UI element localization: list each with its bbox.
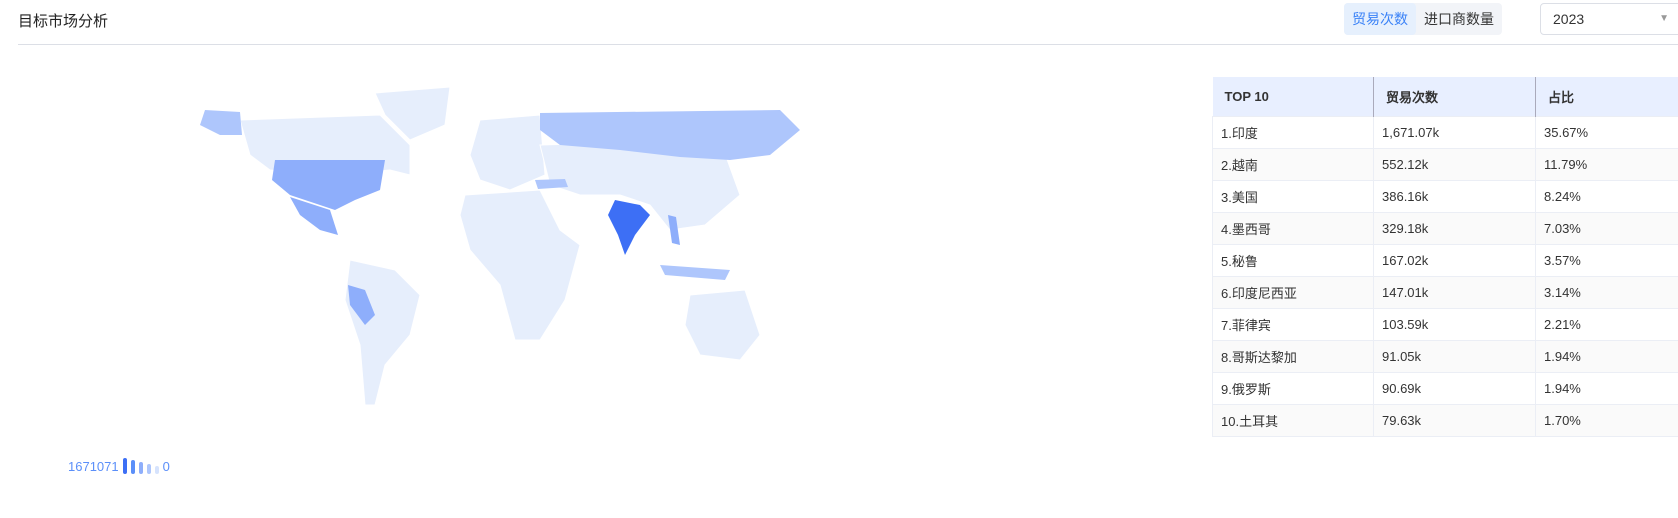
metric-toggle: 贸易次数 进口商数量 bbox=[1344, 3, 1502, 35]
region-africa bbox=[459, 189, 581, 341]
table-cell: 91.05k bbox=[1373, 339, 1536, 373]
column-header: 占比 bbox=[1535, 77, 1678, 116]
legend-bar[interactable] bbox=[130, 460, 135, 474]
table-cell: 167.02k bbox=[1373, 243, 1536, 277]
legend-bar[interactable] bbox=[122, 458, 127, 474]
table-cell: 6.印度尼西亚 bbox=[1212, 275, 1374, 309]
region-europe bbox=[469, 114, 546, 191]
region-russia bbox=[540, 110, 800, 160]
table-cell: 4.墨西哥 bbox=[1212, 211, 1374, 245]
chevron-down-icon: ▼ bbox=[1659, 13, 1669, 24]
table-cell: 9.俄罗斯 bbox=[1212, 371, 1374, 405]
tab-trade-count[interactable]: 贸易次数 bbox=[1344, 3, 1416, 35]
world-map[interactable] bbox=[180, 85, 860, 435]
table-cell: 79.63k bbox=[1373, 403, 1536, 437]
table-cell: 2.越南 bbox=[1212, 147, 1374, 181]
table-row: 7.菲律宾 103.59k 2.21% bbox=[1212, 307, 1678, 341]
table-cell: 10.土耳其 bbox=[1212, 403, 1374, 437]
table-cell: 552.12k bbox=[1373, 147, 1536, 181]
table-cell: 1.70% bbox=[1535, 403, 1678, 437]
table-row: 9.俄罗斯 90.69k 1.94% bbox=[1212, 371, 1678, 405]
table-row: 1.印度 1,671.07k 35.67% bbox=[1212, 115, 1678, 149]
table-row: 10.土耳其 79.63k 1.70% bbox=[1212, 403, 1678, 437]
region-peru bbox=[348, 285, 375, 325]
region-south-america bbox=[344, 259, 421, 406]
region-usa bbox=[272, 160, 385, 210]
region-vietnam bbox=[668, 215, 680, 245]
table-cell: 90.69k bbox=[1373, 371, 1536, 405]
column-header: TOP 10 bbox=[1212, 77, 1374, 116]
region-mexico bbox=[290, 197, 338, 235]
column-header: 贸易次数 bbox=[1373, 77, 1536, 116]
table-row: 3.美国 386.16k 8.24% bbox=[1212, 179, 1678, 213]
header: 目标市场分析 bbox=[18, 0, 1678, 45]
table-cell: 1.印度 bbox=[1212, 115, 1374, 149]
table-row: 8.哥斯达黎加 91.05k 1.94% bbox=[1212, 339, 1678, 373]
table-cell: 329.18k bbox=[1373, 211, 1536, 245]
table-cell: 11.79% bbox=[1535, 147, 1678, 181]
table-cell: 35.67% bbox=[1535, 115, 1678, 149]
table-row: 6.印度尼西亚 147.01k 3.14% bbox=[1212, 275, 1678, 309]
table-cell: 1.94% bbox=[1535, 339, 1678, 373]
region-indonesia bbox=[660, 265, 730, 280]
page-title: 目标市场分析 bbox=[18, 13, 109, 30]
region-turkey bbox=[535, 179, 568, 189]
top10-table: TOP 10 贸易次数 占比 1.印度 1,671.07k 35.67% 2.越南 55… bbox=[1212, 77, 1678, 437]
legend-bar[interactable] bbox=[146, 464, 151, 474]
legend-bar[interactable] bbox=[138, 462, 143, 474]
region-india bbox=[608, 200, 650, 255]
table-cell: 7.03% bbox=[1535, 211, 1678, 245]
region-alaska bbox=[200, 110, 242, 135]
table-row: 5.秘鲁 167.02k 3.57% bbox=[1212, 243, 1678, 277]
legend-bar[interactable] bbox=[154, 466, 159, 474]
table-cell: 8.24% bbox=[1535, 179, 1678, 213]
legend-min: 0 bbox=[162, 459, 170, 474]
table-cell: 3.美国 bbox=[1212, 179, 1374, 213]
table-cell: 3.57% bbox=[1535, 243, 1678, 277]
legend-max: 1671071 bbox=[68, 459, 119, 474]
table-cell: 7.菲律宾 bbox=[1212, 307, 1374, 341]
tab-importer-count[interactable]: 进口商数量 bbox=[1424, 11, 1494, 27]
table-cell: 5.秘鲁 bbox=[1212, 243, 1374, 277]
visual-map-legend: 1671071 0 bbox=[68, 458, 170, 474]
table-row: 2.越南 552.12k 11.79% bbox=[1212, 147, 1678, 181]
table-cell: 1,671.07k bbox=[1373, 115, 1536, 149]
table-cell: 1.94% bbox=[1535, 371, 1678, 405]
table-cell: 386.16k bbox=[1373, 179, 1536, 213]
region-greenland bbox=[374, 86, 451, 141]
year-select[interactable]: 2023 ▼ bbox=[1540, 3, 1678, 35]
region-asia bbox=[539, 139, 741, 231]
table-cell: 3.14% bbox=[1535, 275, 1678, 309]
table-cell: 147.01k bbox=[1373, 275, 1536, 309]
table-row: 4.墨西哥 329.18k 7.03% bbox=[1212, 211, 1678, 245]
table-cell: 8.哥斯达黎加 bbox=[1212, 339, 1374, 373]
year-value: 2023 bbox=[1553, 11, 1585, 27]
table-cell: 2.21% bbox=[1535, 307, 1678, 341]
region-australia bbox=[684, 289, 761, 361]
table-cell: 103.59k bbox=[1373, 307, 1536, 341]
